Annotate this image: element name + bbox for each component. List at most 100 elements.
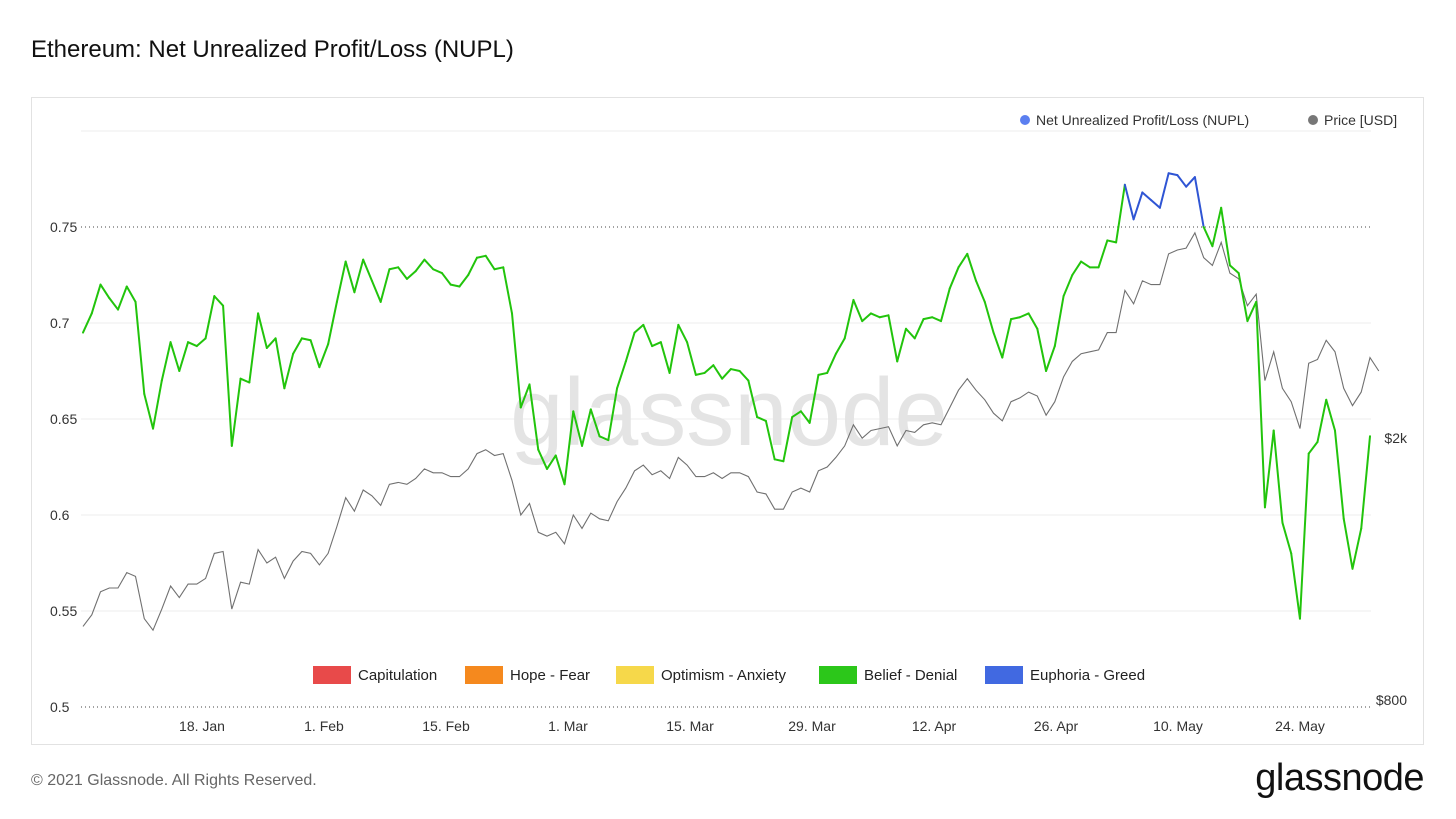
- nupl-segment: [230, 377, 242, 447]
- zone-swatch: [616, 666, 654, 684]
- nupl-segment: [747, 379, 759, 419]
- nupl-segment: [300, 337, 312, 342]
- nupl-segment: [940, 287, 951, 323]
- zone-label[interactable]: Euphoria - Greed: [1030, 667, 1145, 684]
- nupl-segment: [764, 419, 776, 461]
- nupl-segment: [1246, 300, 1258, 323]
- y-tick-label: 0.55: [50, 603, 77, 619]
- nupl-segment: [624, 331, 636, 363]
- nupl-segment: [808, 373, 820, 424]
- nupl-segment: [1281, 521, 1293, 555]
- nupl-segment: [90, 283, 102, 315]
- nupl-segment: [493, 266, 505, 271]
- nupl-segment: [1062, 274, 1074, 298]
- zone-label[interactable]: Optimism - Anxiety: [661, 667, 787, 684]
- zone-label[interactable]: Hope - Fear: [510, 667, 590, 684]
- x-tick-label: 24. May: [1275, 718, 1325, 734]
- nupl-segment: [948, 266, 960, 290]
- nupl-segment: [852, 298, 864, 323]
- x-tick-label: 15. Feb: [422, 718, 470, 734]
- nupl-segment: [1158, 172, 1170, 209]
- nupl-segment: [1298, 452, 1310, 620]
- nupl-segment: [143, 393, 155, 430]
- nupl-segment: [432, 268, 443, 275]
- nupl-segment: [335, 260, 347, 303]
- nupl-chart: glassnode 0.50.550.60.650.70.75 18. Jan 1…: [50, 112, 1408, 734]
- nupl-segment: [1167, 172, 1179, 177]
- nupl-segment: [1228, 264, 1240, 275]
- nupl-segment: [834, 337, 846, 355]
- zone-label[interactable]: Belief - Denial: [864, 667, 957, 684]
- nupl-segment: [598, 435, 610, 442]
- nupl-segment: [773, 458, 785, 463]
- copyright-footer: © 2021 Glassnode. All Rights Reserved.: [31, 772, 317, 789]
- legend-label[interactable]: Net Unrealized Profit/Loss (NUPL): [1036, 112, 1249, 128]
- nupl-segment: [896, 327, 907, 363]
- nupl-segment: [983, 300, 995, 334]
- nupl-segment: [397, 266, 408, 280]
- zone-label[interactable]: Capitulation: [358, 667, 437, 684]
- nupl-segment: [616, 360, 627, 390]
- watermark: glassnode: [510, 359, 948, 466]
- nupl-segment: [633, 323, 645, 334]
- nupl-segment: [913, 318, 925, 340]
- nupl-segment: [195, 337, 207, 348]
- nupl-segment: [826, 352, 837, 374]
- nupl-segment: [694, 371, 706, 376]
- nupl-segment: [274, 337, 286, 390]
- nupl-segment: [265, 337, 277, 349]
- nupl-segment: [1360, 435, 1371, 530]
- nupl-segment: [213, 295, 225, 307]
- legend-label[interactable]: Price [USD]: [1324, 112, 1397, 128]
- nupl-segment: [1202, 226, 1214, 248]
- nupl-segment: [887, 314, 899, 363]
- nupl-segment: [1176, 174, 1188, 188]
- nupl-segment: [449, 283, 461, 288]
- nupl-segment: [405, 270, 417, 280]
- nupl-segment: [1080, 260, 1091, 269]
- x-tick-label: 26. Apr: [1034, 718, 1079, 734]
- nupl-segment: [563, 410, 575, 486]
- x-tick-label: 10. May: [1153, 718, 1203, 734]
- right-tick-label: $2k: [1384, 430, 1408, 446]
- nupl-segment: [1045, 345, 1056, 372]
- nupl-segment: [1097, 239, 1109, 269]
- nupl-segment: [1193, 176, 1205, 228]
- nupl-segment: [1141, 191, 1153, 202]
- nupl-segment: [528, 383, 540, 451]
- nupl-segment: [1237, 272, 1249, 323]
- legend-dot: [1308, 115, 1318, 125]
- zone-swatch: [985, 666, 1023, 684]
- nupl-segment: [379, 268, 391, 303]
- gridlines: [81, 130, 1371, 708]
- nupl-segment: [414, 258, 426, 273]
- nupl-segment: [1307, 441, 1319, 455]
- nupl-segment: [546, 454, 557, 470]
- nupl-segment: [222, 304, 233, 447]
- x-tick-label: 18. Jan: [179, 718, 225, 734]
- nupl-segment: [134, 300, 146, 396]
- nupl-segment: [554, 454, 566, 486]
- nupl-segment: [169, 341, 181, 372]
- nupl-segment: [703, 364, 715, 374]
- nupl-segment: [370, 279, 382, 303]
- nupl-segment: [791, 410, 802, 419]
- nupl-segment: [1255, 300, 1266, 509]
- nupl-segment: [572, 410, 584, 447]
- x-tick-label: 15. Mar: [666, 718, 714, 734]
- nupl-segment: [467, 256, 478, 276]
- nupl-segment: [309, 339, 321, 369]
- x-axis-labels: 18. Jan 1. Feb 15. Feb 1. Mar 15. Mar 29. Mar…: [179, 718, 1325, 734]
- nupl-segment: [152, 379, 163, 430]
- nupl-segment: [187, 341, 198, 348]
- price-line: [82, 231, 1380, 632]
- nupl-segment: [484, 254, 496, 271]
- x-tick-label: 29. Mar: [788, 718, 836, 734]
- nupl-segment: [1036, 327, 1048, 372]
- nupl-segment: [975, 279, 986, 303]
- nupl-segment: [537, 448, 549, 470]
- nupl-segment: [108, 297, 120, 311]
- y-axis-labels: 0.5 0.55 0.6 0.65 0.7 0.75: [50, 219, 77, 715]
- nupl-segment: [904, 327, 916, 340]
- nupl-segment: [799, 410, 811, 424]
